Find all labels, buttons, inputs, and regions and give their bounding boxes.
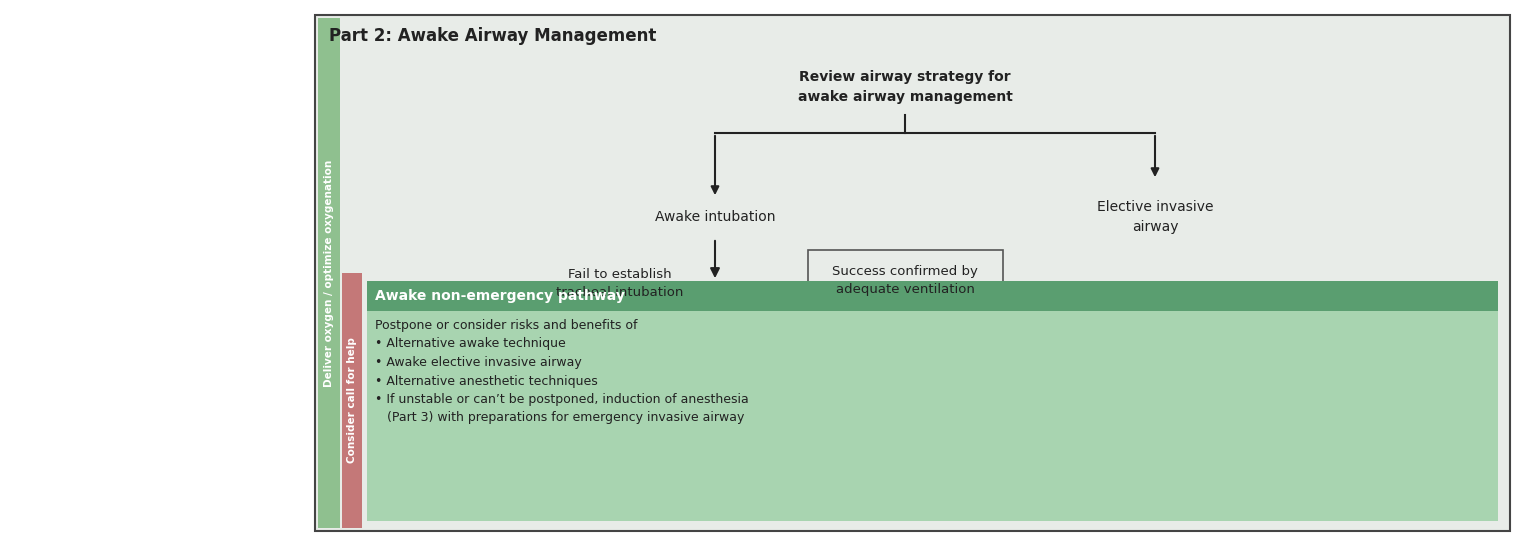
Bar — [315, 15, 1510, 531]
Text: Elective invasive
airway: Elective invasive airway — [1097, 200, 1213, 233]
Bar — [343, 273, 362, 528]
Text: Success confirmed by
adequate ventilation: Success confirmed by adequate ventilatio… — [833, 265, 978, 295]
Text: Postpone or consider risks and benefits of
• Alternative awake technique
• Awake: Postpone or consider risks and benefits … — [375, 319, 748, 424]
Text: Consider call for help: Consider call for help — [347, 338, 356, 463]
Text: Part 2: Awake Airway Management: Part 2: Awake Airway Management — [329, 27, 656, 45]
Text: Review airway strategy for
awake airway management: Review airway strategy for awake airway … — [797, 70, 1012, 104]
Text: Fail to establish
tracheal intubation: Fail to establish tracheal intubation — [556, 267, 684, 299]
Bar — [367, 311, 1498, 521]
Text: Awake intubation: Awake intubation — [654, 210, 776, 224]
Bar — [808, 250, 1003, 310]
Bar — [318, 18, 339, 528]
Text: Awake non-emergency pathway: Awake non-emergency pathway — [375, 289, 625, 303]
Text: Deliver oxygen / optimize oxygenation: Deliver oxygen / optimize oxygenation — [324, 159, 333, 386]
Bar — [367, 281, 1498, 311]
